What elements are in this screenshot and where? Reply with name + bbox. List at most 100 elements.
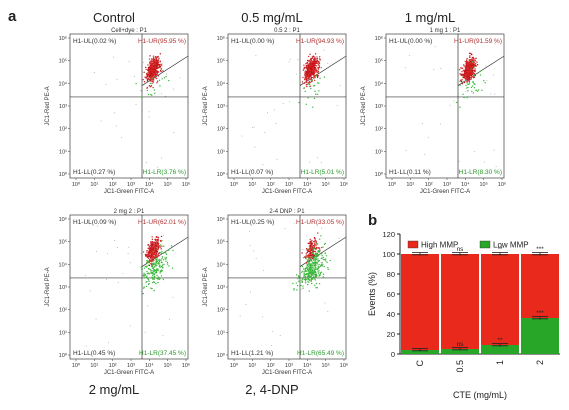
green-event xyxy=(156,262,158,265)
background-event xyxy=(324,302,326,304)
red-event xyxy=(149,66,151,68)
red-event xyxy=(147,250,150,253)
red-event xyxy=(157,67,159,70)
green-event xyxy=(325,255,328,257)
background-event xyxy=(172,296,174,298)
green-event xyxy=(315,267,317,269)
red-event xyxy=(305,81,308,83)
significance-high: ns xyxy=(457,246,465,253)
green-event xyxy=(302,268,305,270)
red-event xyxy=(460,80,463,83)
y-tick-label: 10⁰ xyxy=(217,171,226,178)
red-event xyxy=(152,60,155,63)
green-event xyxy=(155,283,157,285)
red-event xyxy=(157,236,159,239)
red-event xyxy=(461,83,464,85)
red-event xyxy=(308,59,310,62)
green-event xyxy=(310,266,313,269)
green-event xyxy=(153,278,155,280)
red-event xyxy=(311,61,314,63)
green-event xyxy=(153,281,156,284)
green-event xyxy=(155,258,157,261)
red-event xyxy=(311,69,314,71)
red-event xyxy=(161,245,163,247)
green-event xyxy=(319,253,321,255)
green-event xyxy=(155,268,158,270)
green-event xyxy=(147,283,150,286)
x-tick-label: 10⁶ xyxy=(498,181,506,188)
green-event xyxy=(317,272,320,274)
background-event xyxy=(264,132,266,133)
background-event xyxy=(112,56,114,58)
green-event xyxy=(161,250,163,253)
green-event xyxy=(301,281,303,284)
red-event xyxy=(307,250,310,253)
red-event xyxy=(474,58,476,60)
background-event xyxy=(494,93,496,95)
red-event xyxy=(153,68,155,70)
red-event xyxy=(152,62,154,65)
red-event xyxy=(314,62,316,65)
green-event xyxy=(315,268,317,271)
red-event xyxy=(460,67,462,69)
green-event xyxy=(322,256,325,259)
red-event xyxy=(467,62,470,64)
green-event xyxy=(314,268,316,270)
green-event xyxy=(152,270,154,272)
legend-label-high: High MMP xyxy=(421,241,458,250)
red-event xyxy=(310,77,313,80)
red-event xyxy=(156,63,158,66)
background-event xyxy=(84,274,86,276)
green-event xyxy=(147,93,150,96)
background-event xyxy=(486,80,488,82)
green-event xyxy=(159,272,161,274)
panel-b-label: b xyxy=(368,212,378,229)
condition-label: Control xyxy=(93,10,135,25)
background-event xyxy=(493,149,495,151)
bar-low-mmp xyxy=(441,349,479,354)
flow-plot-panel: 2 mg 2 : P1 10⁰ 10¹ 10² 10³ 10⁴ 10⁵ 10⁶ 10⁰ 10¹ 10… xyxy=(40,206,192,389)
background-event xyxy=(253,126,255,128)
green-event xyxy=(144,273,146,276)
red-event xyxy=(152,55,155,57)
red-event xyxy=(317,63,319,65)
green-event xyxy=(140,89,143,92)
background-event xyxy=(148,111,150,113)
red-event xyxy=(147,78,149,81)
background-event xyxy=(96,225,98,227)
green-event xyxy=(307,266,310,268)
quadrant-ll-label: H1-LL(0.45 %) xyxy=(73,350,115,357)
red-event xyxy=(471,73,474,75)
green-event xyxy=(310,270,312,272)
green-event xyxy=(140,266,142,268)
x-tick-label: 10³ xyxy=(285,182,293,188)
green-event xyxy=(154,262,156,264)
red-event xyxy=(315,71,318,73)
green-event xyxy=(306,270,308,272)
green-event xyxy=(157,269,159,272)
red-event xyxy=(160,63,162,66)
background-event xyxy=(339,84,341,86)
red-event xyxy=(303,64,305,66)
red-event xyxy=(158,245,160,247)
red-event xyxy=(315,65,318,67)
green-event xyxy=(144,276,146,279)
background-event xyxy=(148,86,150,88)
green-event xyxy=(159,251,162,254)
plot-frame xyxy=(385,33,505,179)
green-event xyxy=(168,79,170,82)
red-event xyxy=(306,83,308,85)
background-event xyxy=(433,69,435,71)
green-event xyxy=(146,276,148,278)
green-event xyxy=(156,264,158,266)
red-event xyxy=(317,68,320,70)
green-event xyxy=(314,254,317,256)
background-event xyxy=(161,157,163,159)
green-event xyxy=(146,270,148,273)
green-event xyxy=(310,278,313,280)
red-event xyxy=(156,236,158,238)
green-event xyxy=(164,257,166,259)
green-event xyxy=(153,257,155,259)
y-tick-label: 10¹ xyxy=(59,149,67,155)
red-event xyxy=(150,242,152,245)
